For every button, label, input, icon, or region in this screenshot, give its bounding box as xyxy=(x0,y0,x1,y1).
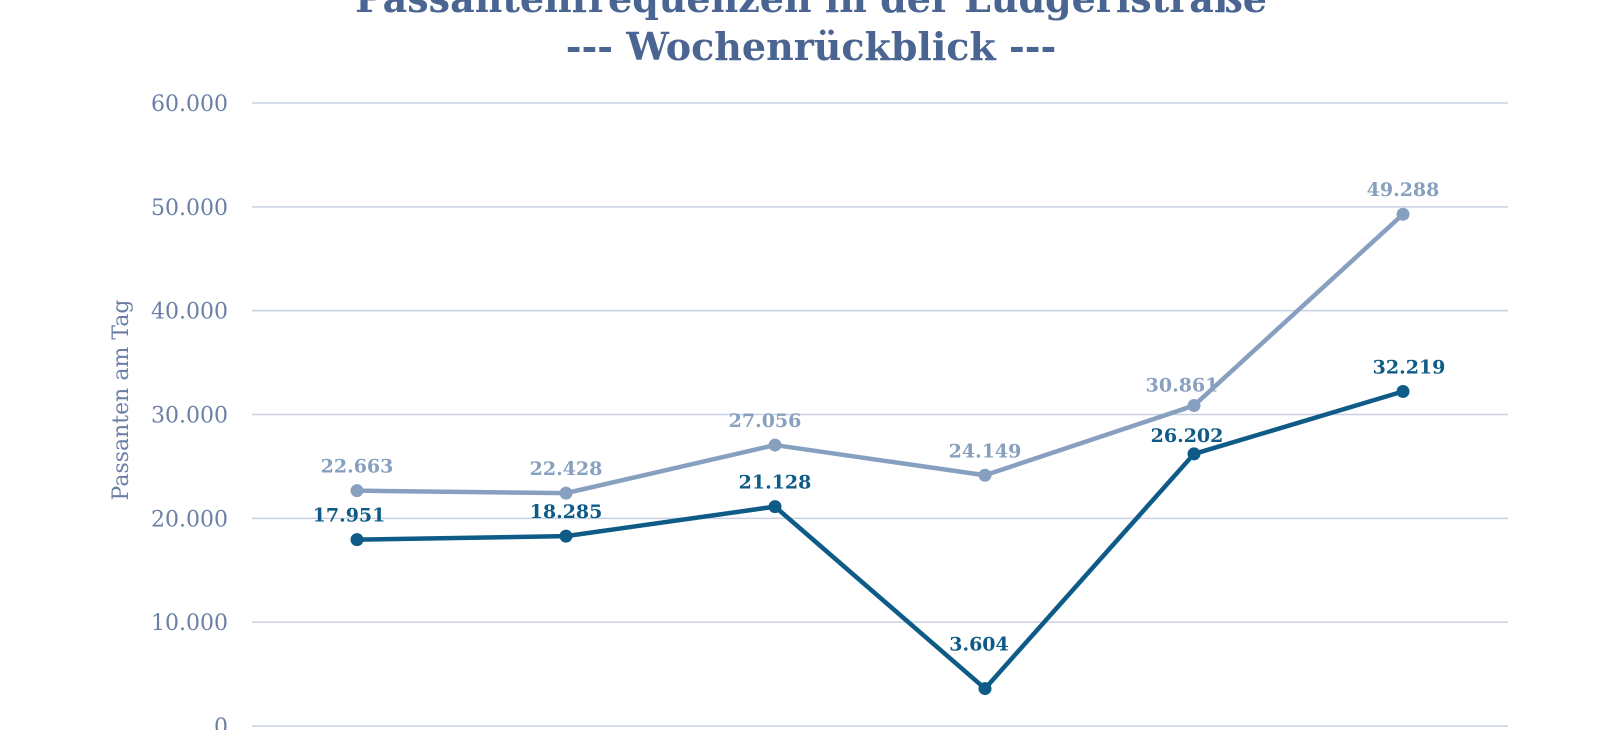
data-point xyxy=(350,533,364,547)
data-point xyxy=(559,529,573,543)
y-tick-label: 0 xyxy=(214,715,228,730)
data-label: 18.285 xyxy=(530,501,603,523)
data-point xyxy=(1396,207,1410,221)
y-tick-label: 50.000 xyxy=(151,196,228,221)
data-label: 24.149 xyxy=(949,440,1022,462)
series-group: 22.663 22.428 27.056 24.149 30.861 49.288 17.9… xyxy=(313,179,1446,696)
data-label: 26.202 xyxy=(1151,425,1224,447)
y-tick-label: 10.000 xyxy=(151,611,228,636)
data-point xyxy=(768,500,782,514)
data-label: 22.663 xyxy=(321,456,394,478)
y-tick-label: 60.000 xyxy=(151,92,228,117)
y-axis-ticks: 0 10.000 20.000 30.000 40.000 50.000 60.000 xyxy=(151,92,228,730)
data-point xyxy=(1187,447,1201,461)
data-label: 49.288 xyxy=(1367,179,1440,201)
data-point xyxy=(1396,384,1410,398)
data-label: 21.128 xyxy=(739,472,812,494)
data-label: 3.604 xyxy=(949,634,1009,656)
data-label: 32.219 xyxy=(1373,356,1446,378)
series-line xyxy=(354,389,1406,691)
data-point xyxy=(768,438,782,452)
data-point xyxy=(559,486,573,500)
gridlines xyxy=(252,102,1508,727)
y-tick-label: 20.000 xyxy=(151,507,228,532)
series-2: 17.951 18.285 21.128 3.604 26.202 32.219 xyxy=(313,356,1446,696)
y-tick-label: 40.000 xyxy=(151,300,228,325)
y-axis-label: Passanten am Tag xyxy=(109,300,134,501)
chart-title-line1: Passantenfrequenzen in der Ludgeristraße xyxy=(355,0,1267,21)
data-label: 17.951 xyxy=(313,505,386,527)
data-point xyxy=(1187,399,1201,413)
chart-title: Passantenfrequenzen in der Ludgeristraße… xyxy=(355,0,1267,69)
series-line xyxy=(354,211,1406,496)
chart-title-line2: --- Wochenrückblick --- xyxy=(566,24,1057,69)
data-label: 30.861 xyxy=(1146,375,1219,397)
data-point xyxy=(978,682,992,696)
y-tick-label: 30.000 xyxy=(151,404,228,429)
series-1: 22.663 22.428 27.056 24.149 30.861 49.288 xyxy=(321,179,1440,500)
data-label: 22.428 xyxy=(530,458,603,480)
data-label: 27.056 xyxy=(729,410,802,432)
data-point xyxy=(978,468,992,482)
data-point xyxy=(350,484,364,498)
